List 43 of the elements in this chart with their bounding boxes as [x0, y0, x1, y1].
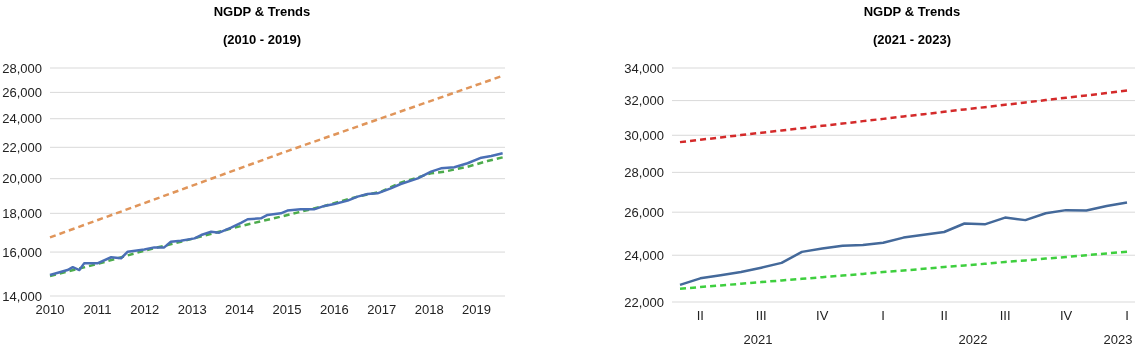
x-tick-label: 2013: [177, 302, 207, 317]
chart-title: NGDP & Trends: [863, 4, 961, 19]
y-tick-label: 22,000: [2, 139, 42, 155]
chart-subtitle: (2010 - 2019): [222, 32, 302, 47]
y-tick-label: 26,000: [2, 84, 42, 100]
x-tick-label: I: [1125, 308, 1129, 323]
x-tick-label: III: [755, 308, 767, 323]
x-tick-label: 2015: [272, 302, 302, 317]
y-tick-label: 22,000: [624, 294, 664, 310]
text: 2023: [1103, 332, 1133, 347]
y-tick-label: 16,000: [2, 244, 42, 260]
y-tick-label: 30,000: [624, 127, 664, 143]
line-series: [678, 250, 1129, 290]
text: 2022: [958, 332, 988, 347]
x-tick-label: 2018: [414, 302, 444, 317]
y-tick-label: 24,000: [624, 247, 664, 263]
x-tick-label: III: [999, 308, 1011, 323]
line-series: [678, 89, 1129, 144]
y-tick-label: 32,000: [624, 93, 664, 109]
x-tick-label: II: [940, 308, 948, 323]
y-tick-label: 28,000: [2, 60, 42, 76]
chart-subtitle: (2021 - 2023): [872, 32, 952, 47]
x-tick-label: I: [881, 308, 885, 323]
y-tick-label: 14,000: [2, 288, 42, 304]
y-tick-label: 20,000: [2, 171, 42, 187]
x-tick-label: II: [696, 308, 704, 323]
x-tick-label: 2014: [225, 302, 255, 317]
x-tick-label: 2016: [319, 302, 349, 317]
x-tick-label: 2019: [462, 302, 492, 317]
x-tick-label: 2010: [35, 302, 65, 317]
x-tick-label: 2012: [130, 302, 160, 317]
line-series: [678, 201, 1129, 287]
y-tick-label: 28,000: [624, 164, 664, 180]
y-tick-label: 34,000: [624, 60, 664, 76]
chart-title: NGDP & Trends: [213, 4, 311, 19]
x-tick-label: IV: [1059, 308, 1073, 323]
x-tick-label: 2011: [83, 302, 112, 317]
y-tick-label: 24,000: [2, 111, 42, 127]
x-tick-label: IV: [816, 308, 829, 323]
y-tick-label: 18,000: [2, 205, 42, 221]
y-tick-label: 26,000: [624, 204, 664, 220]
x-tick-label: 2017: [367, 302, 397, 317]
text: 2021: [743, 332, 773, 347]
